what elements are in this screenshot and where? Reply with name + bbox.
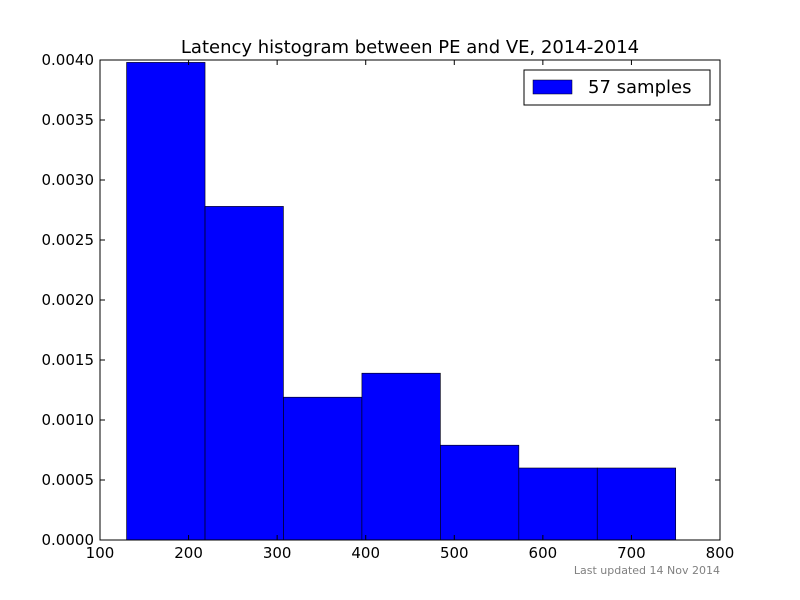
y-tick-label: 0.0040: [42, 51, 95, 69]
plot-frame: [99, 59, 721, 541]
y-tick-label: 0.0015: [42, 351, 95, 369]
legend-label: 57 samples: [588, 77, 691, 98]
x-tick-label: 400: [351, 544, 380, 562]
histogram-bar-2: [204, 206, 284, 541]
x-tick-label: 600: [529, 544, 558, 562]
y-tick-label: 0.0025: [42, 231, 95, 249]
histogram-bar-3: [283, 396, 363, 541]
y-tick-label: 0.0035: [42, 111, 95, 129]
x-tick-label: 800: [706, 544, 735, 562]
chart-title: Latency histogram between PE and VE, 201…: [181, 37, 639, 58]
y-tick-label: 0.0030: [42, 171, 95, 189]
x-tick-label: 500: [440, 544, 469, 562]
legend-swatch: [532, 79, 573, 95]
histogram-bar-4: [361, 372, 441, 541]
histogram-bar-6: [518, 467, 598, 541]
y-tick-label: 0.0020: [42, 291, 95, 309]
bars-layer: [126, 62, 677, 541]
y-tick-label: 0.0005: [42, 471, 95, 489]
legend: 57 samples: [523, 69, 711, 106]
x-tick-label: 200: [174, 544, 203, 562]
histogram-bar-5: [440, 444, 520, 541]
x-tick-label: 700: [617, 544, 646, 562]
x-tick-label: 100: [86, 544, 115, 562]
ticks-layer: 100 200 300 400 500 600 700 800 0.0000 0.0005 0.00…: [42, 51, 735, 562]
y-tick-label: 0.0010: [42, 411, 95, 429]
histogram-bar-1: [126, 62, 206, 541]
histogram-bar-7: [596, 467, 677, 541]
y-tick-label: 0.0000: [42, 531, 95, 549]
x-tick-label: 300: [263, 544, 292, 562]
last-updated-text: Last updated 14 Nov 2014: [574, 564, 720, 577]
